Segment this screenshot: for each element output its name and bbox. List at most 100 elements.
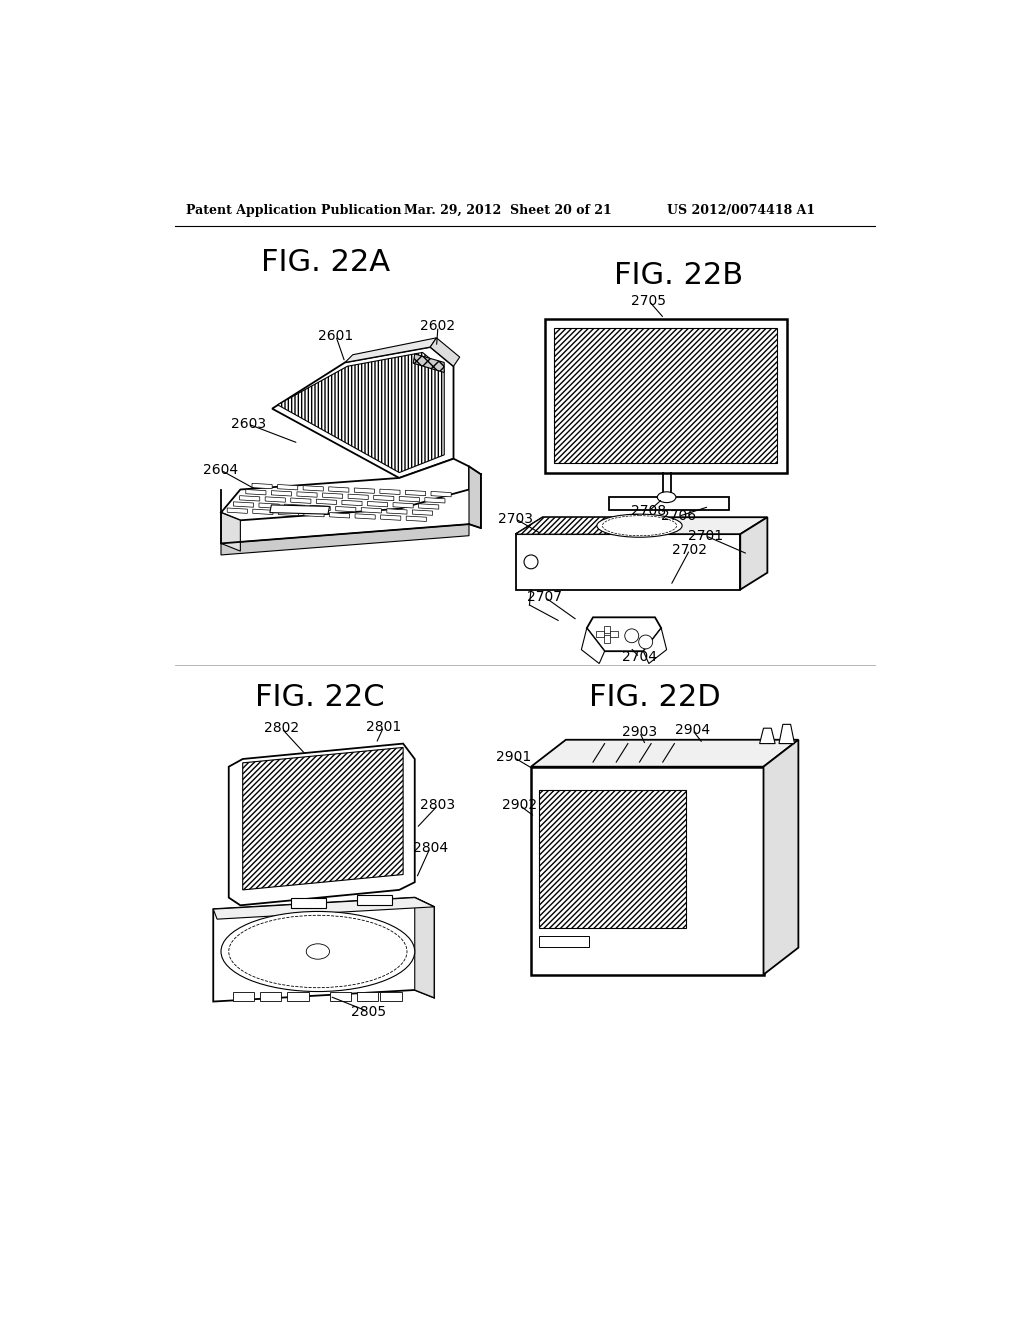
- Bar: [604, 626, 610, 634]
- Polygon shape: [316, 499, 337, 504]
- Polygon shape: [515, 517, 636, 535]
- Polygon shape: [272, 347, 454, 478]
- Polygon shape: [265, 496, 286, 502]
- Text: 2703: 2703: [498, 512, 534, 525]
- Polygon shape: [285, 504, 305, 510]
- Text: 2902: 2902: [502, 799, 537, 812]
- Polygon shape: [342, 500, 362, 506]
- Polygon shape: [270, 506, 330, 515]
- Text: 2701: 2701: [688, 529, 723, 543]
- Text: 2803: 2803: [421, 799, 456, 812]
- Text: FIG. 22C: FIG. 22C: [255, 682, 385, 711]
- Bar: [604, 635, 610, 643]
- Polygon shape: [415, 898, 434, 998]
- Bar: [596, 631, 604, 638]
- Polygon shape: [582, 628, 604, 664]
- Ellipse shape: [306, 944, 330, 960]
- Bar: [330, 991, 351, 1001]
- Text: FIG. 22D: FIG. 22D: [589, 682, 721, 711]
- Ellipse shape: [657, 492, 676, 503]
- Polygon shape: [336, 507, 356, 512]
- Text: 2707: 2707: [527, 590, 562, 605]
- Bar: [356, 895, 391, 906]
- Bar: [554, 327, 777, 463]
- Polygon shape: [393, 503, 414, 508]
- Polygon shape: [213, 898, 434, 919]
- Bar: [545, 318, 786, 473]
- Text: FIG. 22A: FIG. 22A: [261, 248, 390, 277]
- Polygon shape: [406, 490, 426, 496]
- Polygon shape: [425, 498, 445, 503]
- Polygon shape: [323, 492, 343, 499]
- Polygon shape: [431, 491, 452, 496]
- Polygon shape: [240, 496, 260, 502]
- Polygon shape: [278, 484, 298, 490]
- Polygon shape: [213, 898, 434, 1002]
- Polygon shape: [779, 725, 795, 743]
- Ellipse shape: [602, 516, 677, 536]
- Bar: [380, 991, 401, 1001]
- Bar: [608, 498, 729, 510]
- Polygon shape: [399, 496, 420, 502]
- Polygon shape: [430, 338, 460, 367]
- Polygon shape: [531, 739, 799, 767]
- Polygon shape: [354, 488, 375, 494]
- Text: 2705: 2705: [632, 294, 667, 308]
- Text: 2603: 2603: [230, 417, 265, 432]
- Text: 2602: 2602: [421, 319, 456, 333]
- Text: 2801: 2801: [367, 719, 401, 734]
- Polygon shape: [271, 491, 292, 496]
- Polygon shape: [381, 515, 400, 520]
- Text: 2604: 2604: [204, 463, 239, 478]
- Polygon shape: [380, 490, 400, 495]
- Polygon shape: [531, 767, 764, 974]
- Text: 2805: 2805: [350, 1005, 386, 1019]
- Bar: [260, 991, 282, 1001]
- Polygon shape: [243, 747, 403, 890]
- Text: 2802: 2802: [264, 721, 299, 735]
- Polygon shape: [228, 743, 415, 906]
- Polygon shape: [515, 517, 767, 535]
- Text: US 2012/0074418 A1: US 2012/0074418 A1: [667, 205, 815, 218]
- Polygon shape: [297, 492, 317, 498]
- Polygon shape: [469, 466, 480, 528]
- Polygon shape: [419, 504, 438, 510]
- Polygon shape: [345, 338, 436, 363]
- Ellipse shape: [524, 554, 538, 569]
- Polygon shape: [252, 483, 272, 488]
- Text: 2901: 2901: [497, 751, 531, 764]
- Polygon shape: [414, 354, 444, 372]
- Polygon shape: [764, 739, 799, 974]
- Polygon shape: [330, 512, 349, 517]
- Polygon shape: [413, 510, 432, 515]
- Polygon shape: [221, 524, 469, 554]
- Ellipse shape: [228, 915, 407, 987]
- Bar: [291, 898, 326, 908]
- Text: 2601: 2601: [318, 329, 353, 342]
- Bar: [356, 991, 378, 1001]
- Polygon shape: [259, 503, 280, 508]
- Polygon shape: [407, 516, 426, 521]
- Polygon shape: [221, 512, 241, 552]
- Polygon shape: [740, 517, 767, 590]
- Polygon shape: [221, 459, 469, 520]
- Text: 2708: 2708: [631, 504, 667, 517]
- Polygon shape: [227, 508, 248, 513]
- Bar: [610, 631, 617, 638]
- Bar: [287, 991, 308, 1001]
- Text: 2702: 2702: [673, 543, 708, 557]
- Polygon shape: [303, 486, 324, 491]
- Text: 2704: 2704: [622, 651, 657, 664]
- Polygon shape: [253, 510, 273, 515]
- Polygon shape: [587, 618, 662, 651]
- Bar: [539, 936, 589, 946]
- Polygon shape: [387, 508, 407, 515]
- Bar: [232, 991, 254, 1001]
- Ellipse shape: [221, 911, 415, 991]
- Polygon shape: [760, 729, 775, 743]
- Text: 2706: 2706: [660, 510, 696, 524]
- Text: 2903: 2903: [622, 725, 657, 739]
- Polygon shape: [348, 494, 369, 499]
- Polygon shape: [291, 498, 311, 503]
- Polygon shape: [515, 535, 740, 590]
